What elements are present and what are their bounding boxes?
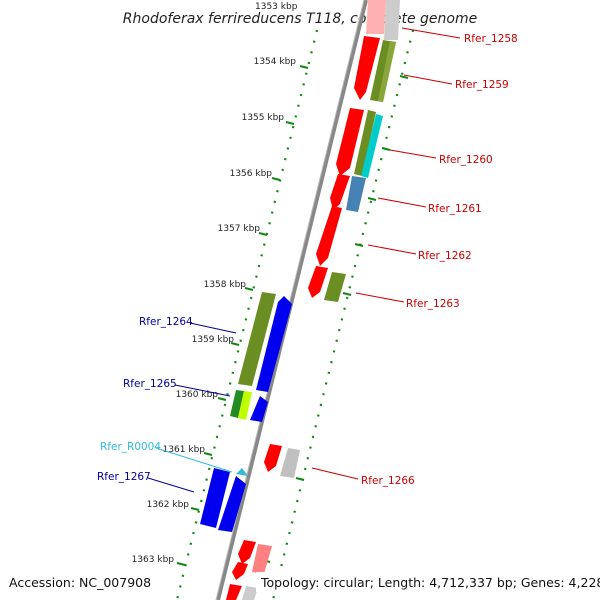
gene-rfer-1260[interactable] [354, 110, 376, 176]
gene-red-1363c[interactable] [226, 584, 242, 600]
label-rfer-1265[interactable]: Rfer_1265 [123, 378, 177, 390]
label-rfer-r0004[interactable]: Rfer_R0004 [100, 441, 161, 453]
gene-rfer-1264[interactable] [256, 296, 292, 392]
label-rfer-1267[interactable]: Rfer_1267 [97, 471, 151, 483]
label-rfer-1263[interactable]: Rfer_1263 [406, 298, 460, 310]
gene-grey-1363[interactable] [242, 586, 258, 600]
topology-text: Topology: circular; Length: 4,712,337 bp… [260, 575, 600, 590]
kbp-label-1359: 1359 kbp [192, 335, 235, 345]
gene-rfer-1265[interactable] [250, 396, 268, 422]
label-rfer-1264[interactable]: Rfer_1264 [139, 316, 193, 328]
label-rfer-1261[interactable]: Rfer_1261 [428, 203, 482, 215]
label-rfer-1262[interactable]: Rfer_1262 [418, 250, 472, 262]
accession-bg [4, 572, 154, 592]
right-tick-ruler [271, 29, 415, 600]
kbp-label-1357: 1357 kbp [218, 224, 261, 234]
gene-rfer-1258-grey[interactable] [384, 0, 400, 40]
gene-rfer-1262[interactable] [316, 206, 342, 266]
label-rfer-1260[interactable]: Rfer_1260 [439, 154, 493, 166]
kbp-label-1360: 1360 kbp [176, 390, 219, 400]
gene-red-1358[interactable] [308, 266, 328, 298]
kbp-label-1358: 1358 kbp [204, 280, 247, 290]
label-rfer-1258[interactable]: Rfer_1258 [464, 33, 518, 45]
gene-rfer-1265-light[interactable] [238, 391, 252, 420]
kbp-label-1362: 1362 kbp [147, 500, 190, 510]
genome-title: Rhodoferax ferrireducens T118, complete … [123, 11, 477, 27]
kbp-major-ticks [176, 65, 309, 566]
genome-backbone [215, 0, 368, 600]
gene-rfer-1267[interactable] [218, 476, 246, 532]
gene-rfer-1258[interactable] [366, 0, 386, 34]
gene-rfer-1261[interactable] [346, 176, 366, 212]
gene-red-1361[interactable] [264, 444, 282, 472]
kbp-label-1361: 1361 kbp [163, 445, 206, 455]
gene-red-1363b[interactable] [232, 562, 248, 580]
label-rfer-1266[interactable]: Rfer_1266 [361, 475, 415, 487]
kbp-label-1355: 1355 kbp [242, 113, 285, 123]
kbp-label-1354: 1354 kbp [254, 57, 297, 67]
forward-strand-genes [226, 0, 400, 600]
gene-red-1355[interactable] [336, 108, 364, 176]
reverse-strand-genes [200, 292, 292, 532]
gene-red-1363a[interactable] [238, 540, 256, 564]
kbp-label-1353: 1353 kbp [255, 2, 298, 12]
gene-rfer-1265-green[interactable] [230, 390, 244, 418]
gene-rfer-1267-a[interactable] [200, 468, 230, 528]
leader-lines [147, 27, 461, 493]
gene-pink-1363[interactable] [252, 544, 272, 574]
topology-bg [256, 572, 596, 592]
kbp-label-1363: 1363 kbp [132, 555, 175, 565]
gene-rfer-r0004[interactable] [236, 468, 248, 476]
gene-rfer-1264-olive[interactable] [238, 292, 276, 386]
kbp-label-1356: 1356 kbp [230, 169, 273, 179]
gene-rfer-1263[interactable] [324, 272, 346, 302]
gene-rfer-1266[interactable] [280, 448, 300, 478]
accession-text: Accession: NC_007908 [9, 575, 151, 590]
label-rfer-1259[interactable]: Rfer_1259 [455, 79, 509, 91]
gene-red-1356[interactable] [330, 174, 350, 210]
gene-red-1354[interactable] [354, 36, 380, 100]
gene-rfer-1260-cyan[interactable] [361, 114, 383, 178]
